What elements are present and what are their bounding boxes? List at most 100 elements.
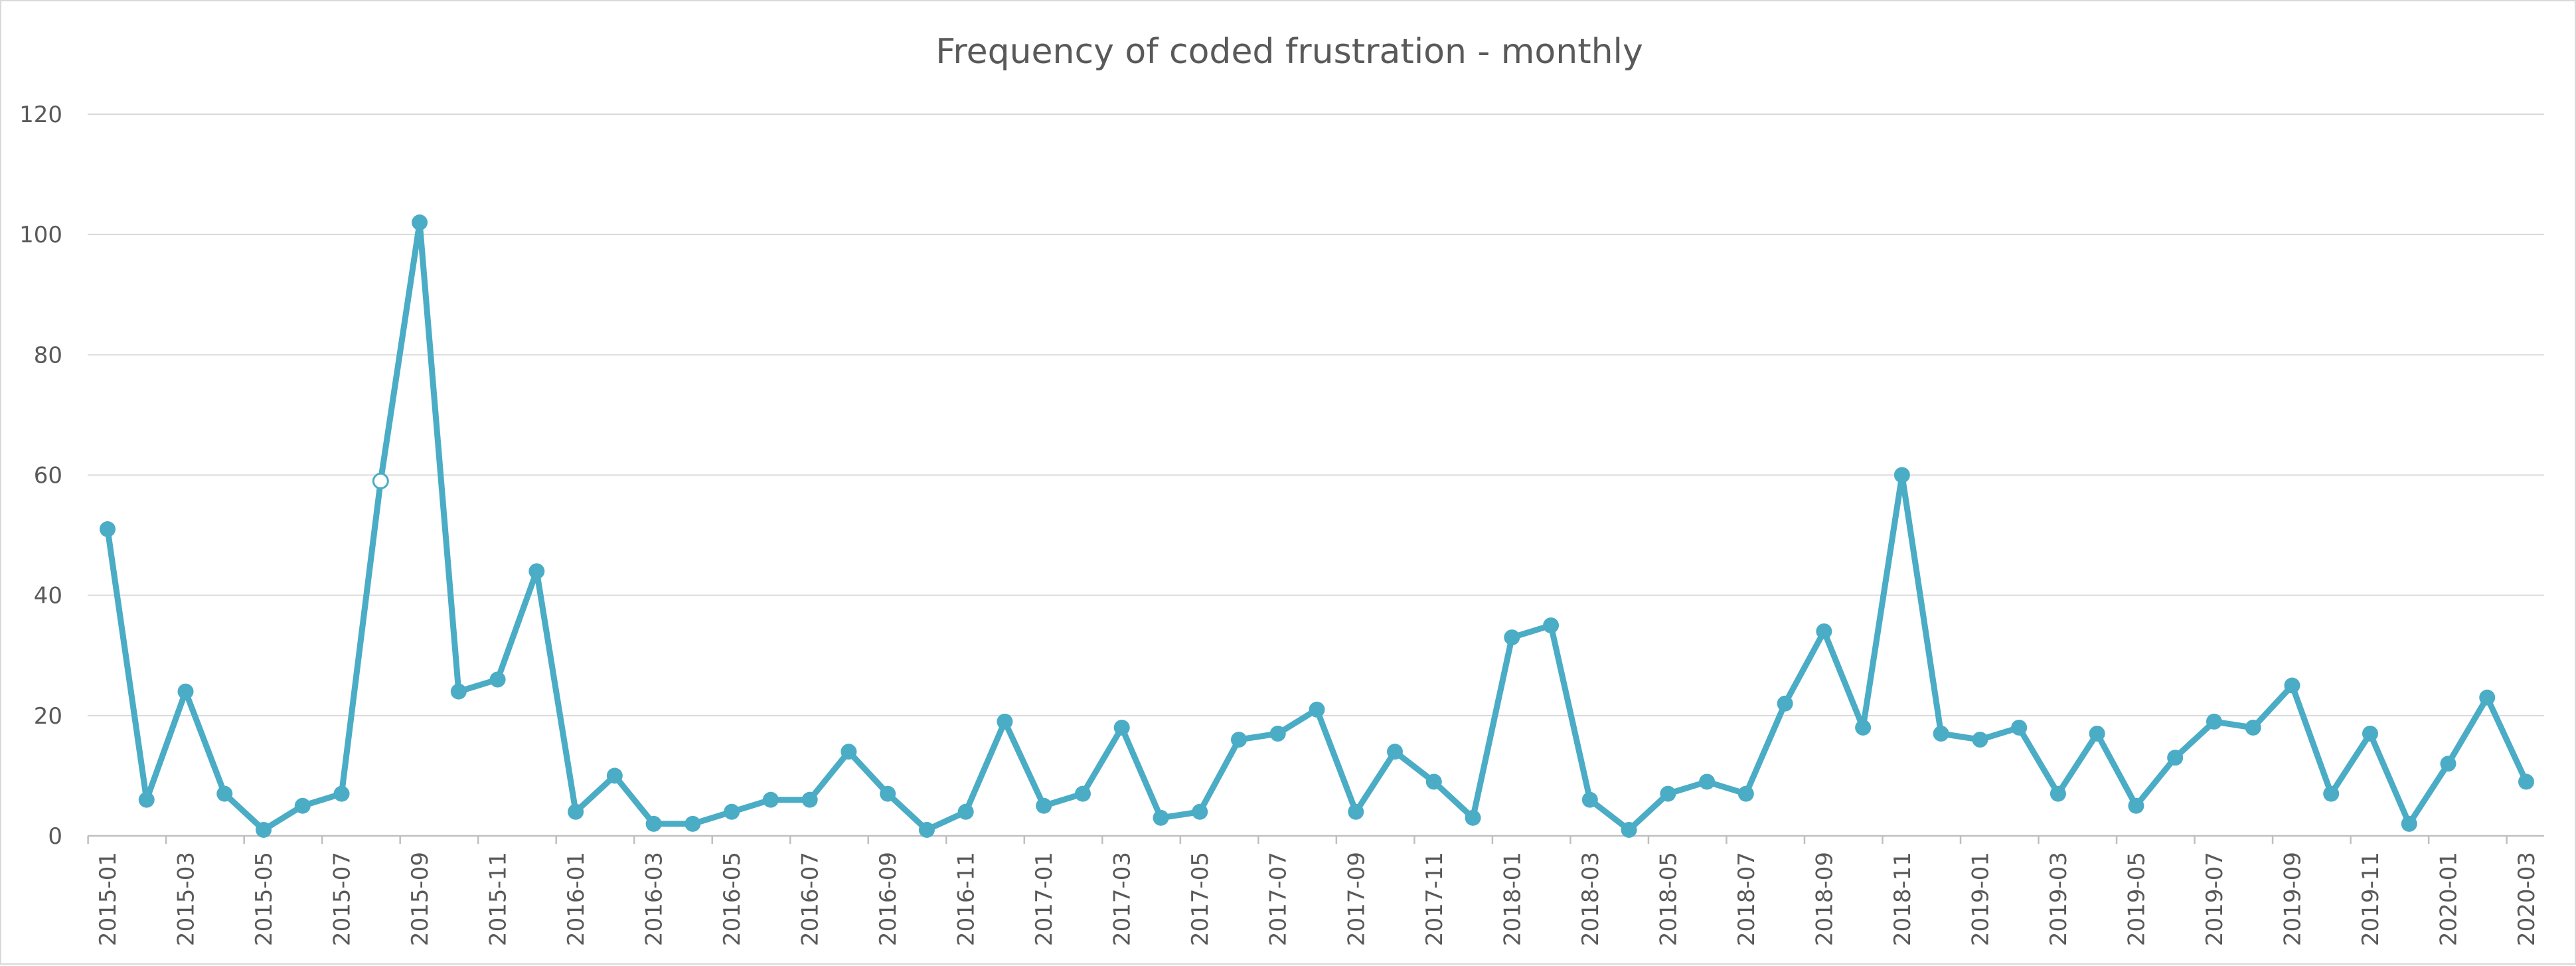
- data-point[interactable]: [2050, 785, 2066, 802]
- y-tick-label: 20: [34, 703, 62, 730]
- gridlines: [88, 114, 2544, 716]
- data-point[interactable]: [412, 214, 428, 231]
- data-point[interactable]: [1465, 809, 1481, 826]
- data-point[interactable]: [528, 563, 545, 580]
- y-tick-label: 0: [48, 823, 62, 850]
- x-tick-label: 2015-11: [485, 852, 512, 946]
- y-tick-label: 80: [34, 342, 62, 368]
- data-point[interactable]: [1660, 785, 1676, 802]
- x-tick-label: 2015-01: [95, 852, 121, 946]
- data-point[interactable]: [801, 791, 818, 808]
- data-point[interactable]: [2479, 689, 2496, 706]
- x-tick-label: 2016-01: [563, 852, 590, 946]
- data-point[interactable]: [880, 785, 896, 802]
- data-point[interactable]: [256, 821, 272, 838]
- data-point[interactable]: [1504, 629, 1520, 646]
- data-point[interactable]: [1893, 467, 1910, 483]
- data-point[interactable]: [294, 797, 311, 814]
- x-axis-labels: 2015-01 2015-03 2015-05 2015-07 2015-09 2015-…: [95, 852, 2540, 946]
- data-point[interactable]: [177, 683, 194, 700]
- data-point[interactable]: [2518, 773, 2534, 790]
- data-point[interactable]: [450, 683, 467, 700]
- data-point[interactable]: [1621, 821, 1637, 838]
- data-point[interactable]: [1777, 695, 1793, 712]
- data-point[interactable]: [1737, 785, 1754, 802]
- data-point[interactable]: [2401, 815, 2417, 832]
- x-tick-label: 2017-03: [1109, 852, 1136, 946]
- data-point[interactable]: [957, 803, 974, 820]
- data-point[interactable]: [568, 803, 584, 820]
- data-point[interactable]: [2206, 713, 2222, 730]
- x-tick-label: 2016-05: [719, 852, 746, 946]
- x-tick-label: 2015-03: [173, 852, 200, 946]
- data-point-highlighted[interactable]: [372, 473, 389, 490]
- data-point[interactable]: [645, 815, 662, 832]
- data-point[interactable]: [606, 767, 623, 784]
- data-point[interactable]: [1074, 785, 1091, 802]
- data-point[interactable]: [1113, 719, 1130, 736]
- data-point[interactable]: [1309, 701, 1325, 718]
- data-point[interactable]: [1153, 809, 1169, 826]
- data-point[interactable]: [1543, 617, 1560, 633]
- x-tick-label: 2017-11: [1421, 852, 1448, 946]
- data-point[interactable]: [1699, 773, 1716, 790]
- data-point[interactable]: [216, 785, 233, 802]
- x-tick-label: 2020-03: [2514, 852, 2540, 946]
- series-line: [104, 219, 2530, 833]
- x-tick-label: 2020-01: [2435, 852, 2462, 946]
- data-point[interactable]: [138, 791, 155, 808]
- data-point[interactable]: [1855, 719, 1872, 736]
- x-tick-label: 2019-01: [1967, 852, 1994, 946]
- x-tick-label: 2016-11: [953, 852, 980, 946]
- data-point[interactable]: [684, 815, 701, 832]
- data-point[interactable]: [1933, 726, 1949, 742]
- x-tick-label: 2015-07: [329, 852, 356, 946]
- x-tick-label: 2019-11: [2358, 852, 2384, 946]
- x-tick-label: 2016-03: [641, 852, 668, 946]
- data-point[interactable]: [2245, 719, 2261, 736]
- data-point[interactable]: [1230, 732, 1247, 748]
- data-point[interactable]: [1348, 803, 1364, 820]
- x-tick-label: 2017-01: [1031, 852, 1058, 946]
- data-point[interactable]: [2284, 677, 2300, 694]
- data-point[interactable]: [333, 785, 350, 802]
- data-point[interactable]: [2323, 785, 2340, 802]
- data-point[interactable]: [724, 803, 740, 820]
- data-point[interactable]: [1972, 732, 1988, 748]
- data-point[interactable]: [762, 791, 779, 808]
- data-point[interactable]: [2167, 750, 2184, 766]
- data-point[interactable]: [1581, 791, 1598, 808]
- x-tick-label: 2017-05: [1187, 852, 1214, 946]
- x-tick-label: 2019-09: [2279, 852, 2306, 946]
- chart-title: Frequency of coded frustration - monthly: [935, 32, 1643, 72]
- data-point[interactable]: [2128, 797, 2144, 814]
- data-point[interactable]: [2440, 756, 2456, 772]
- x-tick-label: 2019-05: [2123, 852, 2150, 946]
- x-tick-label: 2015-09: [407, 852, 434, 946]
- x-tick-label: 2016-09: [875, 852, 902, 946]
- data-point[interactable]: [100, 521, 116, 538]
- data-point[interactable]: [918, 821, 935, 838]
- y-tick-label: 100: [19, 222, 62, 248]
- data-point[interactable]: [1269, 726, 1286, 742]
- x-tick-label: 2019-07: [2202, 852, 2228, 946]
- x-tick-label: 2015-05: [251, 852, 278, 946]
- data-point[interactable]: [2089, 726, 2105, 742]
- data-point[interactable]: [997, 713, 1013, 730]
- data-point[interactable]: [841, 744, 857, 760]
- y-tick-label: 60: [34, 463, 62, 489]
- data-point[interactable]: [1036, 797, 1052, 814]
- data-point[interactable]: [2362, 726, 2378, 742]
- data-point[interactable]: [1387, 744, 1404, 760]
- data-point[interactable]: [1425, 773, 1442, 790]
- data-point[interactable]: [1192, 803, 1208, 820]
- x-tick-label: 2018-01: [1499, 852, 1526, 946]
- x-axis: [87, 835, 2544, 844]
- data-point[interactable]: [1816, 623, 1832, 640]
- data-point[interactable]: [489, 671, 506, 688]
- x-tick-label: 2018-09: [1811, 852, 1838, 946]
- x-tick-label: 2016-07: [797, 852, 824, 946]
- data-point[interactable]: [2011, 719, 2028, 736]
